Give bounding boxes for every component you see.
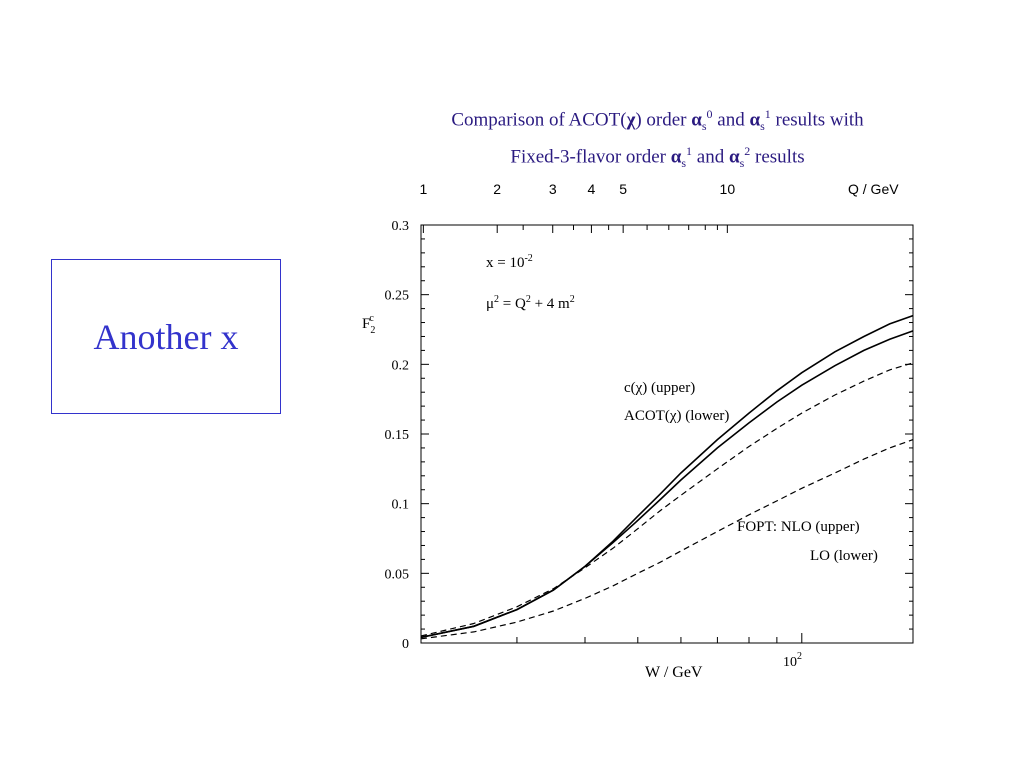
annotation-mu: μ2 = Q2 + 4 m2 bbox=[486, 294, 575, 312]
y-tick-label: 0.25 bbox=[385, 289, 410, 304]
annotation-x-value: x = 10-2 bbox=[486, 253, 533, 271]
series-line-2 bbox=[420, 362, 914, 637]
top-tick-label: 10 bbox=[720, 181, 736, 197]
y-axis-ticks: 0 0.05 0.1 0.15 0.2 0.25 0.3 bbox=[385, 219, 913, 652]
top-axis-label: Q / GeV bbox=[848, 181, 899, 197]
x-tick-label-100: 102 bbox=[783, 651, 802, 670]
chart-title-line-1: Comparison of ACOT(χ) order αs0 and αs1 … bbox=[451, 107, 864, 134]
annotation-acot-lower: ACOT(χ) (lower) bbox=[624, 408, 729, 424]
slide-label: Another x bbox=[93, 316, 239, 357]
chart-title: Comparison of ACOT(χ) order αs0 and αs1 … bbox=[380, 102, 935, 176]
series-layer bbox=[420, 314, 914, 640]
top-tick-label: 5 bbox=[619, 181, 627, 197]
top-tick-label: 3 bbox=[549, 181, 557, 197]
y-tick-label: 0.1 bbox=[392, 498, 410, 513]
x-axis-label: W / GeV bbox=[645, 664, 703, 681]
y-tick-label: 0.2 bbox=[392, 358, 410, 373]
annotation-c-upper: c(χ) (upper) bbox=[624, 380, 695, 396]
annotation-fopt-nlo: FOPT: NLO (upper) bbox=[737, 519, 860, 535]
y-tick-label: 0 bbox=[402, 637, 409, 652]
y-tick-label: 0.05 bbox=[385, 567, 410, 582]
series-line-3 bbox=[420, 439, 914, 640]
series-line-1 bbox=[420, 330, 914, 639]
y-tick-label: 0.3 bbox=[392, 219, 410, 234]
top-tick-label: 4 bbox=[588, 181, 596, 197]
chart-title-line-2: Fixed-3-flavor order αs1 and αs2 results bbox=[510, 144, 805, 171]
annotation-lo-lower: LO (lower) bbox=[810, 548, 878, 564]
top-tick-label: 1 bbox=[419, 181, 427, 197]
top-tick-label: 2 bbox=[493, 181, 501, 197]
x-axis-ticks bbox=[420, 633, 803, 643]
y-axis-label: F2c bbox=[362, 313, 375, 336]
label-box: Another x bbox=[51, 259, 281, 414]
plot-frame bbox=[420, 224, 914, 644]
top-axis-ticks: 1 2 3 4 5 10 bbox=[419, 181, 735, 233]
y-tick-label: 0.15 bbox=[385, 428, 410, 443]
